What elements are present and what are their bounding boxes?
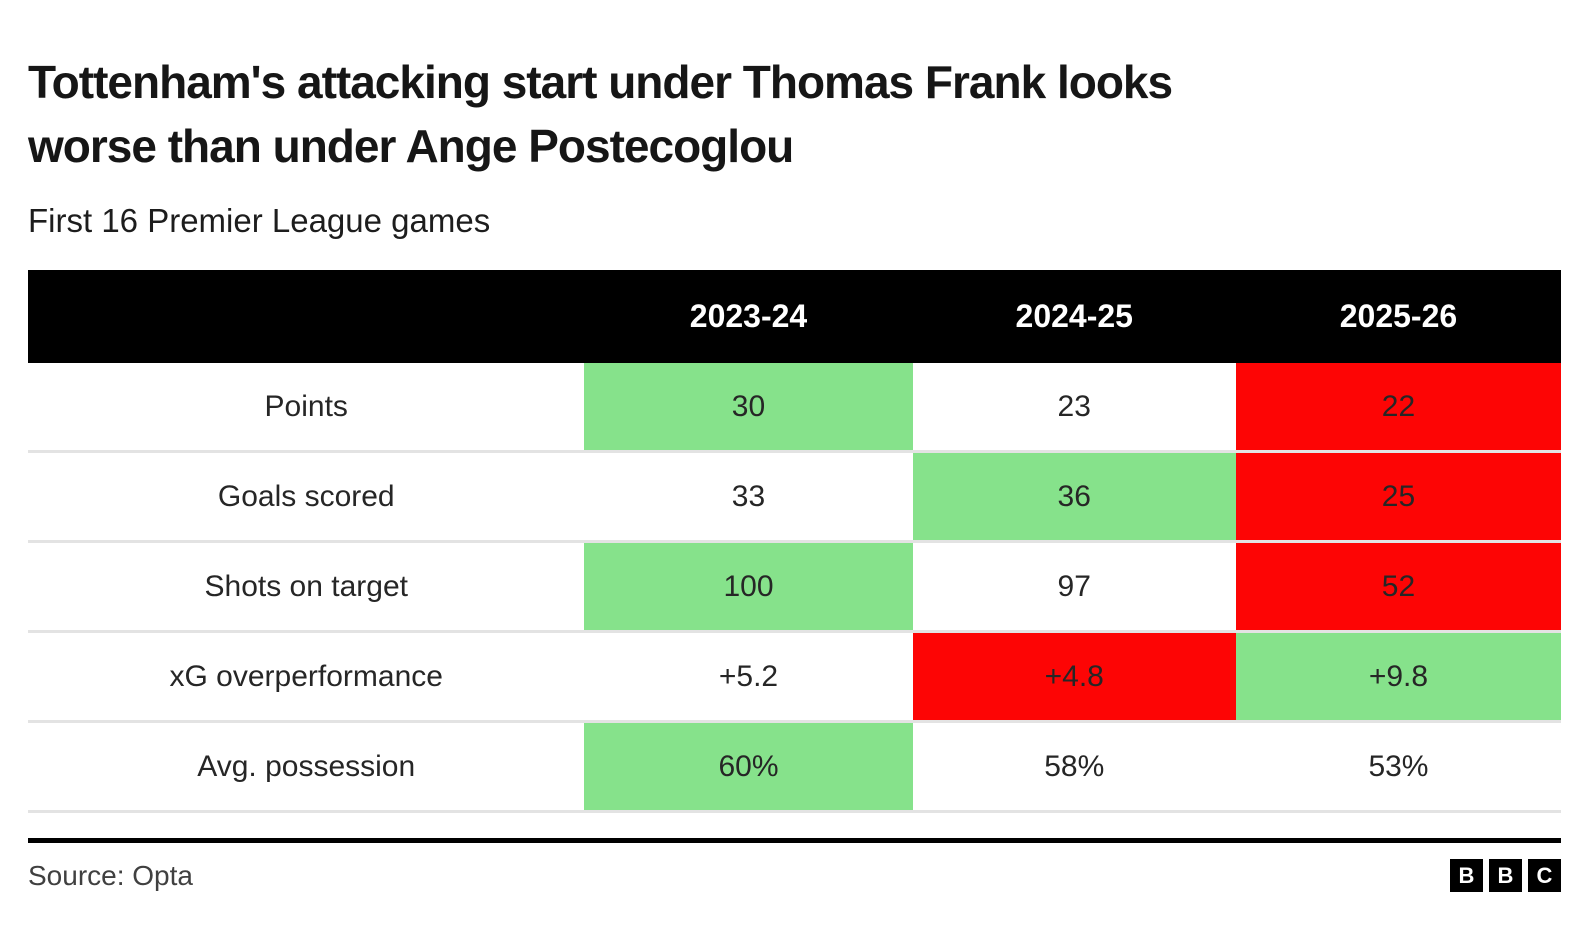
cell-value: 25	[1235, 453, 1561, 540]
bbc-logo-block-b2: B	[1489, 859, 1522, 892]
source-credit: Source: Opta	[28, 859, 193, 891]
cell-value: +4.8	[912, 633, 1236, 720]
row-label: Avg. possession	[28, 723, 585, 810]
title-line-1: Tottenham's attacking start under Thomas…	[28, 56, 1173, 108]
row-label: Points	[28, 363, 585, 450]
cell-value: 58%	[912, 723, 1236, 810]
table-row-xg-overperformance: xG overperformance +5.2 +4.8 +9.8	[28, 633, 1561, 723]
table-header-row: 2023-24 2024-25 2025-26	[28, 270, 1561, 363]
cell-value: 53%	[1235, 723, 1561, 810]
cell-value: 97	[912, 543, 1236, 630]
row-label: xG overperformance	[28, 633, 585, 720]
row-label: Shots on target	[28, 543, 585, 630]
header-season-2024-25: 2024-25	[1015, 298, 1133, 334]
cell-value: 23	[912, 363, 1236, 450]
cell-value: +5.2	[584, 633, 913, 720]
content-area: Tottenham's attacking start under Thomas…	[28, 0, 1561, 892]
table-row-points: Points 30 23 22	[28, 363, 1561, 453]
header-season-2025-26: 2025-26	[1339, 298, 1458, 334]
page-subtitle: First 16 Premier League games	[28, 202, 491, 239]
header-season-2023-24: 2023-24	[689, 298, 808, 334]
table-row-goals-scored: Goals scored 33 36 25	[28, 453, 1561, 543]
bbc-logo-block-c: C	[1528, 859, 1561, 892]
bbc-logo: B B C	[1450, 859, 1561, 892]
bbc-logo-block-b1: B	[1450, 859, 1483, 892]
row-label: Goals scored	[28, 453, 585, 540]
cell-value: 60%	[584, 723, 913, 810]
title-line-2: worse than under Ange Postecoglou	[28, 120, 794, 172]
cell-value: 100	[584, 543, 913, 630]
footer: Source: Opta B B C	[28, 859, 1561, 892]
table-row-avg-possession: Avg. possession 60% 58% 53%	[28, 723, 1561, 813]
cell-value: +9.8	[1235, 633, 1561, 720]
page-title: Tottenham's attacking start under Thomas…	[28, 50, 1561, 178]
cell-value: 30	[584, 363, 913, 450]
cell-value: 33	[584, 453, 913, 540]
header-empty-cell	[28, 270, 584, 363]
cell-value: 22	[1235, 363, 1561, 450]
footer-divider	[28, 838, 1561, 843]
cell-value: 36	[912, 453, 1236, 540]
table-row-shots-on-target: Shots on target 100 97 52	[28, 543, 1561, 633]
stats-table: 2023-24 2024-25 2025-26 Points 30 23 22 …	[28, 270, 1561, 813]
cell-value: 52	[1235, 543, 1561, 630]
